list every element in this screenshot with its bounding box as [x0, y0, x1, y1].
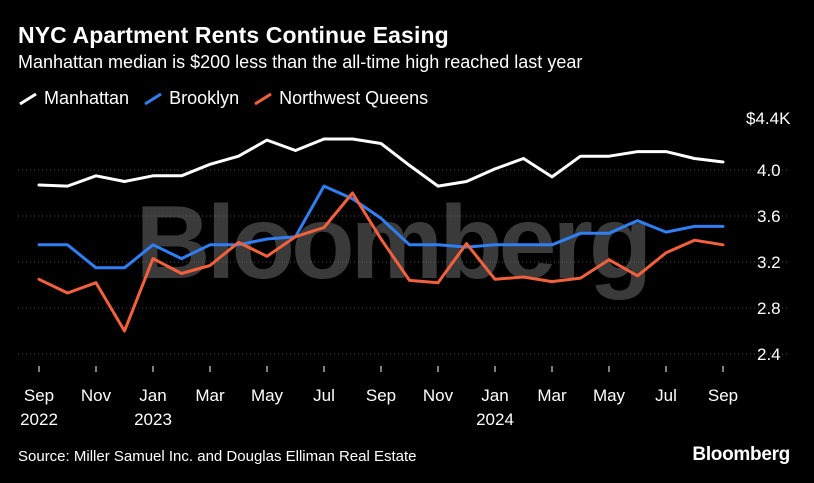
- x-tick-label: Nov: [81, 386, 112, 405]
- x-tick-year-label: 2024: [476, 410, 514, 429]
- y-tick-label: 3.6: [757, 207, 781, 226]
- x-tick-label: Jul: [655, 386, 677, 405]
- x-tick-label: May: [593, 386, 626, 405]
- y-axis: 2.4 2.8 3.2 3.6 4.0 $4.4K: [746, 109, 791, 364]
- y-tick-label: $4.4K: [746, 109, 791, 128]
- legend-swatch-manhattan: [19, 92, 37, 105]
- y-tick-label: 4.0: [757, 161, 781, 180]
- x-tick-label: Jul: [313, 386, 335, 405]
- legend-item-brooklyn: Brooklyn: [143, 88, 239, 109]
- y-tick-label: 2.8: [757, 299, 781, 318]
- x-tick-label: Mar: [195, 386, 225, 405]
- watermark: Bloomberg: [136, 185, 653, 301]
- gridlines: [18, 169, 790, 355]
- watermark-text: Bloomberg: [136, 185, 649, 301]
- legend-swatch-brooklyn: [144, 92, 162, 105]
- x-tick-label: Mar: [537, 386, 567, 405]
- chart-subtitle: Manhattan median is $200 less than the a…: [18, 52, 583, 72]
- legend-item-northwest-queens: Northwest Queens: [253, 88, 428, 109]
- brand-logo: Bloomberg: [692, 444, 790, 465]
- series-line-manhattan: [37, 137, 725, 188]
- x-tick-label: Jan: [139, 386, 166, 405]
- x-tick-label: Sep: [708, 386, 738, 405]
- x-tick-label: Sep: [24, 386, 54, 405]
- x-tick-label: May: [251, 386, 284, 405]
- series-line-brooklyn: [37, 184, 725, 270]
- legend: Manhattan Brooklyn Northwest Queens: [18, 88, 442, 109]
- legend-swatch-northwest-queens: [254, 92, 272, 105]
- x-tick-label: Jan: [481, 386, 508, 405]
- y-tick-label: 2.4: [757, 345, 781, 364]
- x-tick-year-label: 2023: [134, 410, 172, 429]
- series-lines: [37, 137, 725, 333]
- legend-label-brooklyn: Brooklyn: [169, 88, 240, 108]
- chart-title: NYC Apartment Rents Continue Easing: [18, 22, 449, 48]
- legend-label-northwest-queens: Northwest Queens: [279, 88, 429, 108]
- legend-item-manhattan: Manhattan: [18, 88, 129, 109]
- x-tick-year-label: 2022: [20, 410, 58, 429]
- source-note: Source: Miller Samuel Inc. and Douglas E…: [18, 448, 417, 465]
- series-line-northwest-queens: [37, 191, 725, 333]
- y-tick-label: 3.2: [757, 253, 781, 272]
- legend-label-manhattan: Manhattan: [44, 88, 130, 108]
- x-tick-label: Nov: [423, 386, 454, 405]
- x-tick-label: Sep: [366, 386, 396, 405]
- x-axis: Sep 2022 Nov Jan 2023 Mar May Jul Sep Nov Jan 2024 M…: [20, 366, 738, 429]
